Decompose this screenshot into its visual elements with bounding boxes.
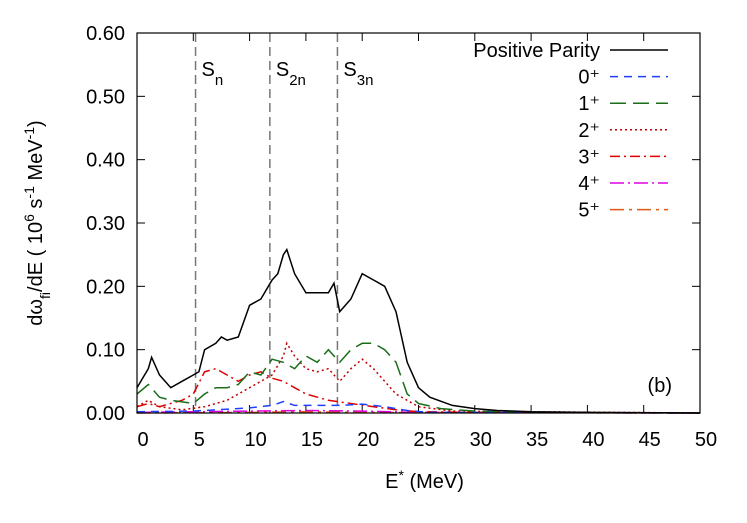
x-tick-label: 15 xyxy=(301,429,323,451)
y-axis-title-part: /dE ( 10 xyxy=(25,222,47,292)
x-tick-label: 50 xyxy=(695,429,717,451)
x-tick-label: 0 xyxy=(137,429,148,451)
legend-label: 1⁺ xyxy=(578,93,600,115)
threshold-symbol: S xyxy=(343,59,356,81)
legend-label: 4⁺ xyxy=(578,173,600,195)
x-tick-label: 25 xyxy=(413,429,435,451)
y-axis-title-part: dω xyxy=(25,299,47,326)
plot-frame xyxy=(136,32,701,414)
x-axis-title-part: (MeV) xyxy=(404,471,464,493)
y-tick-label: 0.40 xyxy=(86,150,125,172)
x-tick-label: 10 xyxy=(244,429,266,451)
y-axis-title-part: 6 xyxy=(21,214,37,222)
y-tick-label: 0.20 xyxy=(86,276,125,298)
y-tick-label: 0.10 xyxy=(86,340,125,362)
x-axis-title: E* (MeV) xyxy=(385,467,464,493)
threshold-subscript: 3n xyxy=(357,72,374,89)
y-tick-label: 0.00 xyxy=(86,403,125,425)
y-axis-title-part: ) xyxy=(25,120,47,127)
y-axis-title-part: -1 xyxy=(21,186,37,199)
series-line xyxy=(136,409,701,414)
threshold-label: S3n xyxy=(343,59,373,89)
series-line xyxy=(136,247,701,414)
threshold-label: S2n xyxy=(276,59,306,89)
legend-label: Positive Parity xyxy=(473,40,600,62)
legend-label: 3⁺ xyxy=(578,146,600,168)
y-axis-title-part: fi xyxy=(37,292,53,299)
x-tick-label: 45 xyxy=(639,429,661,451)
series-line xyxy=(136,400,701,414)
y-axis-title-part: MeV xyxy=(25,139,47,186)
panel-label: (b) xyxy=(648,375,672,397)
y-axis-title-part: -1 xyxy=(21,127,37,140)
threshold-symbol: S xyxy=(276,59,289,81)
threshold-symbol: S xyxy=(202,59,215,81)
x-tick-label: 20 xyxy=(357,429,379,451)
legend-label: 5⁺ xyxy=(578,200,600,222)
x-tick-label: 35 xyxy=(526,429,548,451)
threshold-label: Sn xyxy=(202,59,224,89)
threshold-subscript: 2n xyxy=(289,72,306,89)
x-tick-label: 30 xyxy=(470,429,492,451)
y-tick-label: 0.60 xyxy=(86,23,125,45)
legend-label: 2⁺ xyxy=(578,120,600,142)
threshold-subscript: n xyxy=(215,72,223,89)
x-tick-label: 5 xyxy=(194,429,205,451)
x-axis-title-part: * xyxy=(398,467,404,483)
series-line xyxy=(136,342,701,414)
y-axis-title: dωfi/dE ( 106 s-1 MeV-1) xyxy=(21,120,53,325)
y-tick-label: 0.50 xyxy=(86,86,125,108)
y-tick-label: 0.30 xyxy=(86,213,125,235)
y-axis-title-part: s xyxy=(25,199,47,215)
legend-label: 0⁺ xyxy=(578,67,600,89)
x-tick-label: 40 xyxy=(582,429,604,451)
x-axis-title-part: E xyxy=(385,471,398,493)
